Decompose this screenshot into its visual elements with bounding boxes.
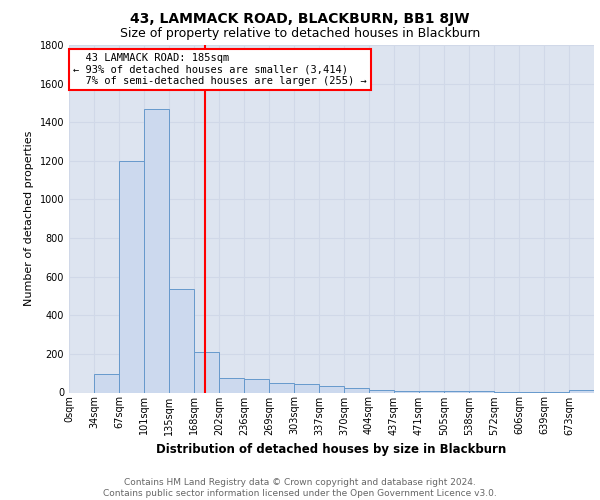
Y-axis label: Number of detached properties: Number of detached properties bbox=[24, 131, 34, 306]
Bar bbox=[394, 390, 419, 392]
Bar bbox=[569, 390, 594, 392]
Bar bbox=[244, 379, 269, 392]
Bar bbox=[119, 161, 144, 392]
Bar bbox=[369, 390, 394, 392]
Bar bbox=[144, 108, 169, 393]
Text: 43 LAMMACK ROAD: 185sqm
← 93% of detached houses are smaller (3,414)
  7% of sem: 43 LAMMACK ROAD: 185sqm ← 93% of detache… bbox=[73, 52, 367, 86]
Text: Distribution of detached houses by size in Blackburn: Distribution of detached houses by size … bbox=[157, 442, 506, 456]
Bar bbox=[469, 390, 494, 392]
Bar bbox=[344, 388, 369, 392]
Bar bbox=[269, 383, 294, 392]
Bar bbox=[319, 386, 344, 392]
Bar bbox=[169, 289, 194, 393]
Bar bbox=[444, 390, 469, 392]
Bar bbox=[94, 374, 119, 392]
Bar bbox=[219, 378, 244, 392]
Bar bbox=[294, 384, 319, 392]
Text: Contains HM Land Registry data © Crown copyright and database right 2024.
Contai: Contains HM Land Registry data © Crown c… bbox=[103, 478, 497, 498]
Text: 43, LAMMACK ROAD, BLACKBURN, BB1 8JW: 43, LAMMACK ROAD, BLACKBURN, BB1 8JW bbox=[130, 12, 470, 26]
Bar bbox=[419, 390, 444, 392]
Text: Size of property relative to detached houses in Blackburn: Size of property relative to detached ho… bbox=[120, 28, 480, 40]
Bar bbox=[194, 352, 219, 393]
